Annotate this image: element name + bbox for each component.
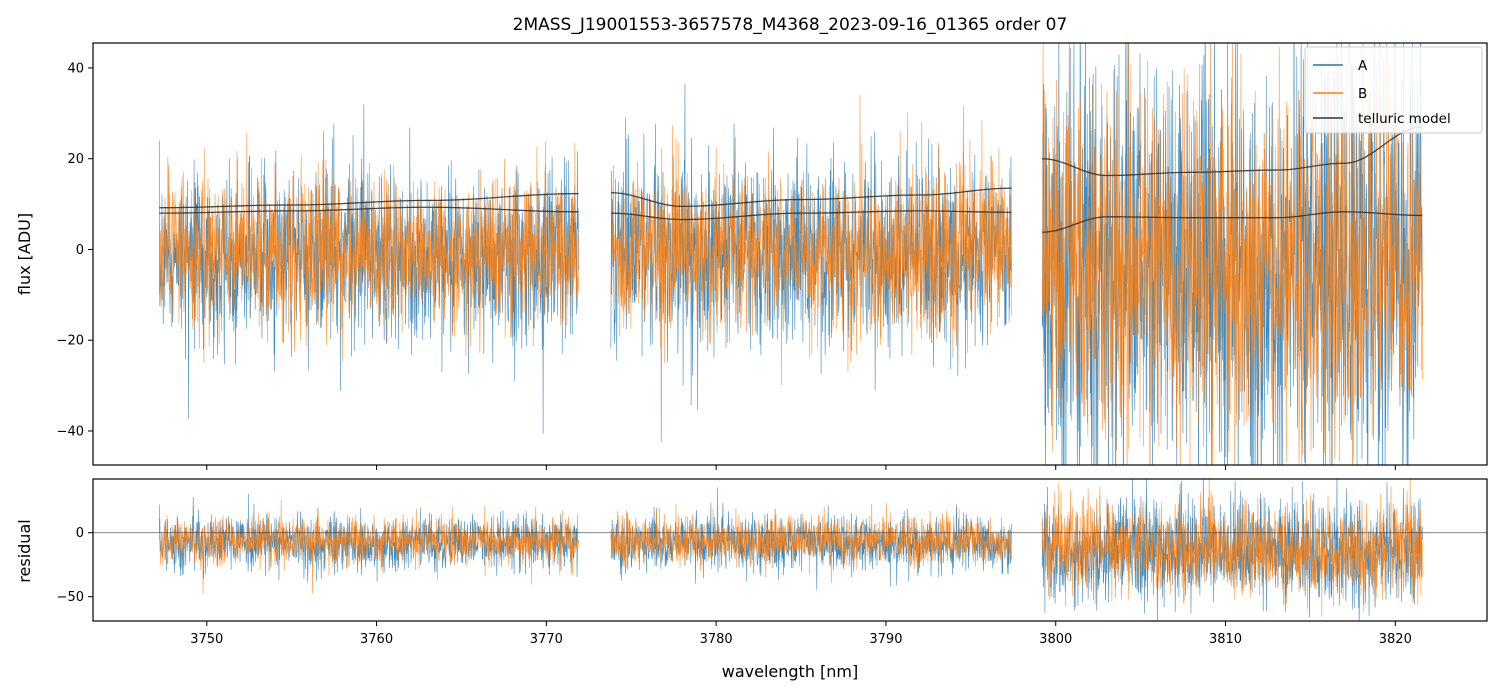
series-b-residual-line [158, 499, 579, 594]
telluric-model-upper-line [610, 187, 1012, 208]
series-b-flux-line [1041, 43, 1423, 465]
y-tick-label: 40 [67, 61, 84, 76]
flux-plot-area [158, 43, 1423, 465]
flux-y-ticks: −40 −20 0 20 40 [57, 61, 93, 439]
flux-panel: −40 −20 0 20 40 flux [ADU] A B telluric mode… [15, 42, 1488, 470]
x-tick-label: 3760 [360, 632, 393, 647]
legend-box [1304, 46, 1483, 134]
x-tick-label: 3750 [190, 632, 223, 647]
legend-entry-telluric: telluric model [1358, 111, 1451, 127]
telluric-model-lower-line [610, 210, 1012, 221]
series-b-residual-line [610, 503, 1012, 583]
residual-y-ticks: −50 0 [57, 526, 93, 605]
x-tick-label: 3800 [1039, 632, 1072, 647]
series-b-flux-line [610, 95, 1012, 385]
residual-y-axis-label: residual [15, 519, 34, 582]
x-axis-label: wavelength [nm] [722, 662, 859, 681]
telluric-model-upper-line [159, 193, 579, 209]
x-tick-label: 3820 [1379, 632, 1412, 647]
legend-entry-b: B [1358, 86, 1367, 102]
residual-axes-frame [92, 478, 1488, 622]
y-tick-label: −40 [57, 424, 84, 439]
flux-x-ticks [206, 465, 1396, 470]
telluric-model-lower-line [159, 206, 579, 214]
residual-panel: −50 0 3750 3760 3770 3780 3790 3800 3810 3820 re… [15, 478, 1488, 681]
x-tick-label: 3780 [700, 632, 733, 647]
residual-plot-area [93, 479, 1487, 621]
chart-title: 2MASS_J19001553-3657578_M4368_2023-09-16… [513, 15, 1068, 35]
y-tick-label: −20 [57, 334, 84, 349]
x-tick-label: 3790 [869, 632, 902, 647]
y-tick-label: 0 [76, 243, 84, 258]
flux-y-axis-label: flux [ADU] [15, 213, 34, 295]
x-tick-label: 3770 [530, 632, 563, 647]
x-tick-label: 3810 [1209, 632, 1242, 647]
series-b-residual-line [1041, 479, 1423, 617]
residual-x-ticks: 3750 3760 3770 3780 3790 3800 3810 3820 [190, 621, 1412, 647]
legend-entry-a: A [1358, 58, 1368, 74]
telluric-model-upper-line [1042, 126, 1423, 177]
flux-axes-frame [92, 42, 1488, 466]
series-b-flux-line [158, 132, 579, 363]
y-tick-label: −50 [57, 590, 84, 605]
y-tick-label: 0 [76, 526, 84, 541]
y-tick-label: 20 [67, 152, 84, 167]
telluric-model-lower-line [1042, 211, 1423, 233]
legend: A B telluric model [1304, 46, 1483, 134]
